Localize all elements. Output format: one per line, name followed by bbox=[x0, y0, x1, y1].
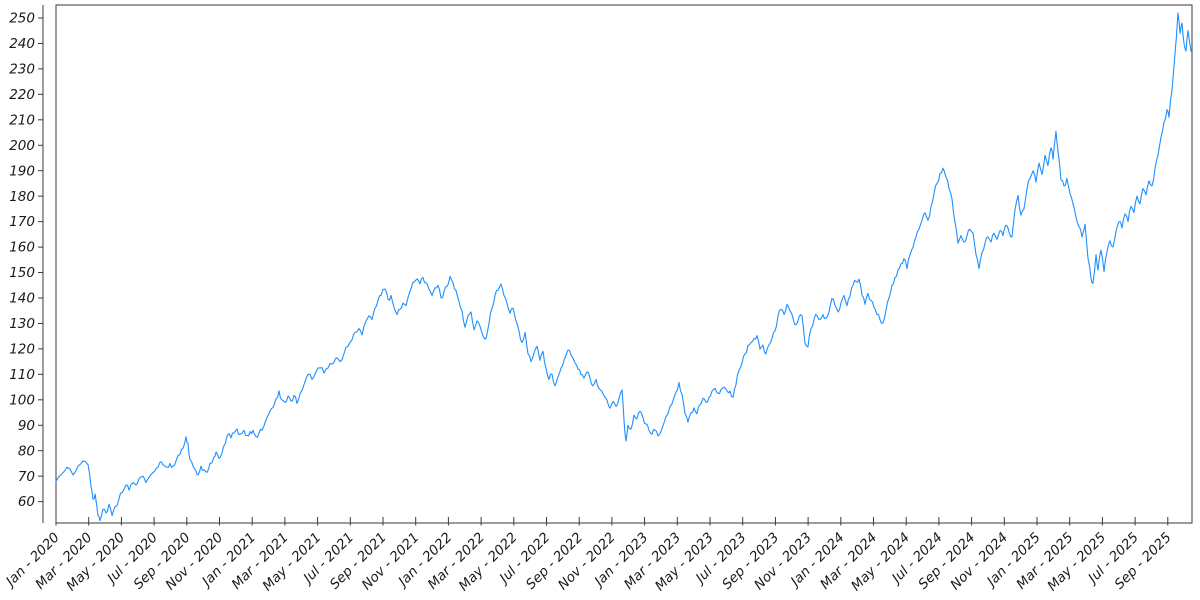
y-tick-label: 240 bbox=[9, 36, 35, 52]
y-tick-label: 100 bbox=[9, 392, 35, 408]
y-tick-label: 150 bbox=[9, 265, 35, 281]
y-tick-label: 200 bbox=[9, 138, 35, 154]
y-tick-label: 110 bbox=[9, 367, 35, 383]
y-tick-label: 80 bbox=[18, 443, 35, 459]
plot-border bbox=[55, 4, 1193, 524]
y-tick-label: 70 bbox=[18, 469, 35, 485]
y-tick-label: 160 bbox=[9, 240, 35, 256]
y-tick-label: 170 bbox=[9, 214, 35, 230]
y-tick-label: 90 bbox=[18, 418, 35, 434]
y-tick-label: 230 bbox=[9, 61, 35, 77]
y-tick-label: 250 bbox=[9, 11, 35, 27]
y-tick-label: 210 bbox=[9, 112, 35, 128]
price-line-series bbox=[55, 12, 1192, 522]
y-tick-label: 220 bbox=[9, 87, 35, 103]
y-tick-label: 120 bbox=[9, 341, 35, 357]
y-tick-label: 140 bbox=[9, 291, 35, 307]
y-tick-label: 60 bbox=[18, 494, 35, 510]
y-tick-label: 190 bbox=[9, 163, 35, 179]
y-tick-label: 130 bbox=[9, 316, 35, 332]
y-tick-label: 180 bbox=[9, 189, 35, 205]
